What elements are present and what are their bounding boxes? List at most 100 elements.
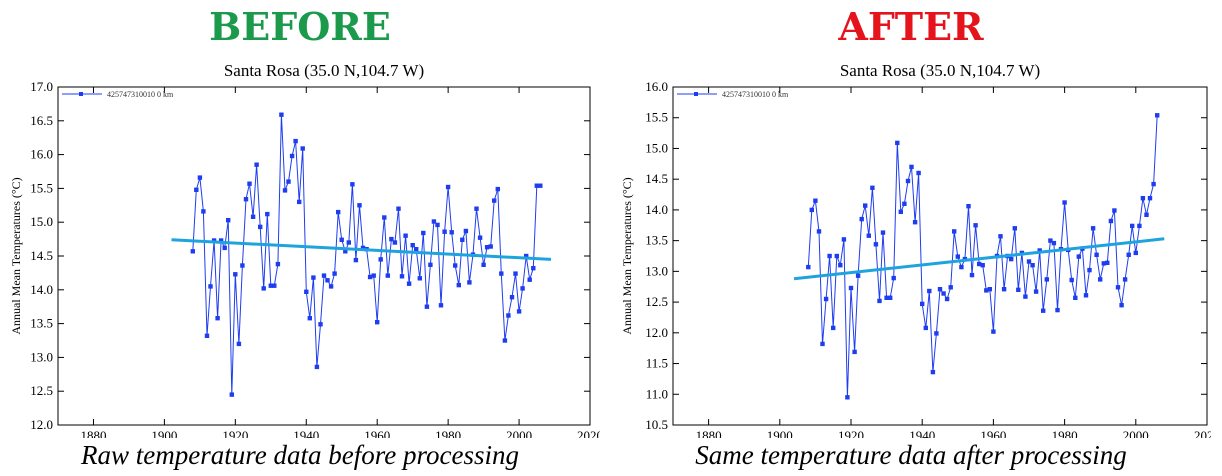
data-point: [279, 112, 284, 117]
data-point: [360, 245, 366, 251]
data-point: [870, 185, 875, 190]
y-axis-label: Annual Mean Temperatures (°C): [9, 177, 23, 334]
data-point: [350, 182, 355, 187]
data-point: [382, 215, 387, 220]
data-point: [859, 216, 864, 222]
chart-title: Santa Rosa (35.0 N,104.7 W): [224, 61, 424, 80]
data-point: [927, 288, 932, 294]
data-point: [190, 249, 195, 254]
data-point: [265, 211, 270, 217]
data-point: [357, 203, 362, 208]
x-tick-label: 1980: [435, 428, 461, 438]
data-point: [1041, 308, 1046, 313]
data-point: [194, 187, 199, 192]
data-point: [389, 236, 394, 242]
before-heading: BEFORE: [209, 4, 391, 49]
y-tick-label: 14.5: [30, 248, 53, 263]
data-point: [1076, 254, 1081, 259]
y-tick-label: 13.0: [30, 349, 53, 364]
data-point: [916, 170, 921, 176]
x-tick-label: 1880: [696, 428, 722, 438]
data-point: [984, 288, 989, 293]
data-point: [513, 271, 518, 276]
data-point: [375, 320, 380, 325]
data-point: [1033, 289, 1039, 294]
data-point: [300, 146, 305, 151]
data-point: [891, 275, 896, 281]
data-point: [1133, 250, 1138, 256]
data-point: [481, 262, 486, 267]
x-tick-label: 1920: [838, 428, 864, 438]
data-point: [414, 247, 419, 252]
data-point: [959, 264, 964, 270]
data-point: [1140, 196, 1146, 201]
data-point: [944, 296, 950, 302]
data-point: [1051, 240, 1057, 246]
data-point: [499, 271, 504, 276]
data-point: [823, 296, 829, 302]
data-point: [463, 228, 469, 234]
data-point: [1044, 277, 1049, 282]
y-tick-label: 11.0: [646, 386, 668, 401]
plot-frame: [672, 86, 1208, 426]
data-point: [873, 242, 879, 247]
after-panel: AFTER Santa Rosa (35.0 N,104.7 W) 10.5 11.…: [611, 0, 1211, 476]
data-point: [502, 338, 508, 343]
x-tick-label: 1960: [980, 428, 1006, 438]
data-point: [538, 183, 543, 188]
data-point: [813, 198, 818, 203]
data-point: [371, 273, 376, 278]
y-axis-label: Annual Mean Temperatures (°C): [620, 177, 634, 334]
y-tick-label: 17.0: [30, 79, 53, 94]
data-point: [841, 237, 847, 242]
data-point: [254, 162, 259, 167]
data-point: [1122, 277, 1128, 282]
y-tick-label: 11.5: [646, 356, 668, 371]
data-point: [1001, 287, 1007, 292]
data-point: [218, 238, 224, 243]
data-point: [226, 218, 231, 223]
data-point: [378, 257, 383, 262]
data-point: [204, 333, 210, 338]
data-point: [1137, 223, 1142, 229]
data-point: [1016, 287, 1021, 292]
before-caption: Raw temperature data before processing: [81, 440, 519, 470]
data-point: [852, 349, 857, 355]
data-point: [268, 283, 273, 288]
data-point: [877, 298, 882, 304]
data-point: [1105, 260, 1110, 265]
data-point: [952, 229, 957, 234]
data-point: [820, 341, 825, 347]
x-tick-label: 2020: [577, 428, 600, 438]
before-chart: Santa Rosa (35.0 N,104.7 W) 12.0 12.5 13.0 1…: [9, 61, 600, 438]
data-point: [1155, 113, 1160, 118]
data-point: [898, 209, 903, 214]
data-point: [1062, 200, 1067, 205]
y-tick-label: 12.5: [645, 294, 668, 309]
data-point: [884, 295, 889, 300]
legend-entry: 425747310010 0 km: [722, 90, 789, 99]
data-point: [385, 273, 390, 278]
data-point: [328, 284, 334, 289]
data-point: [477, 235, 483, 240]
data-point: [923, 325, 928, 331]
data-point: [998, 234, 1003, 239]
data-point: [215, 316, 220, 321]
data-point: [318, 322, 323, 327]
data-point: [534, 183, 539, 188]
data-point: [243, 197, 249, 202]
data-point: [1130, 223, 1135, 229]
data-point: [282, 188, 288, 193]
data-point: [909, 164, 914, 170]
data-point: [197, 175, 203, 180]
data-point: [449, 230, 454, 235]
data-point: [289, 153, 295, 159]
data-point: [1126, 252, 1131, 257]
data-point: [991, 329, 996, 334]
data-point: [484, 245, 490, 250]
x-tick-label: 1980: [1052, 428, 1078, 438]
data-point: [1087, 267, 1092, 273]
data-point: [240, 263, 245, 268]
data-point: [314, 364, 320, 370]
data-point: [406, 281, 412, 286]
